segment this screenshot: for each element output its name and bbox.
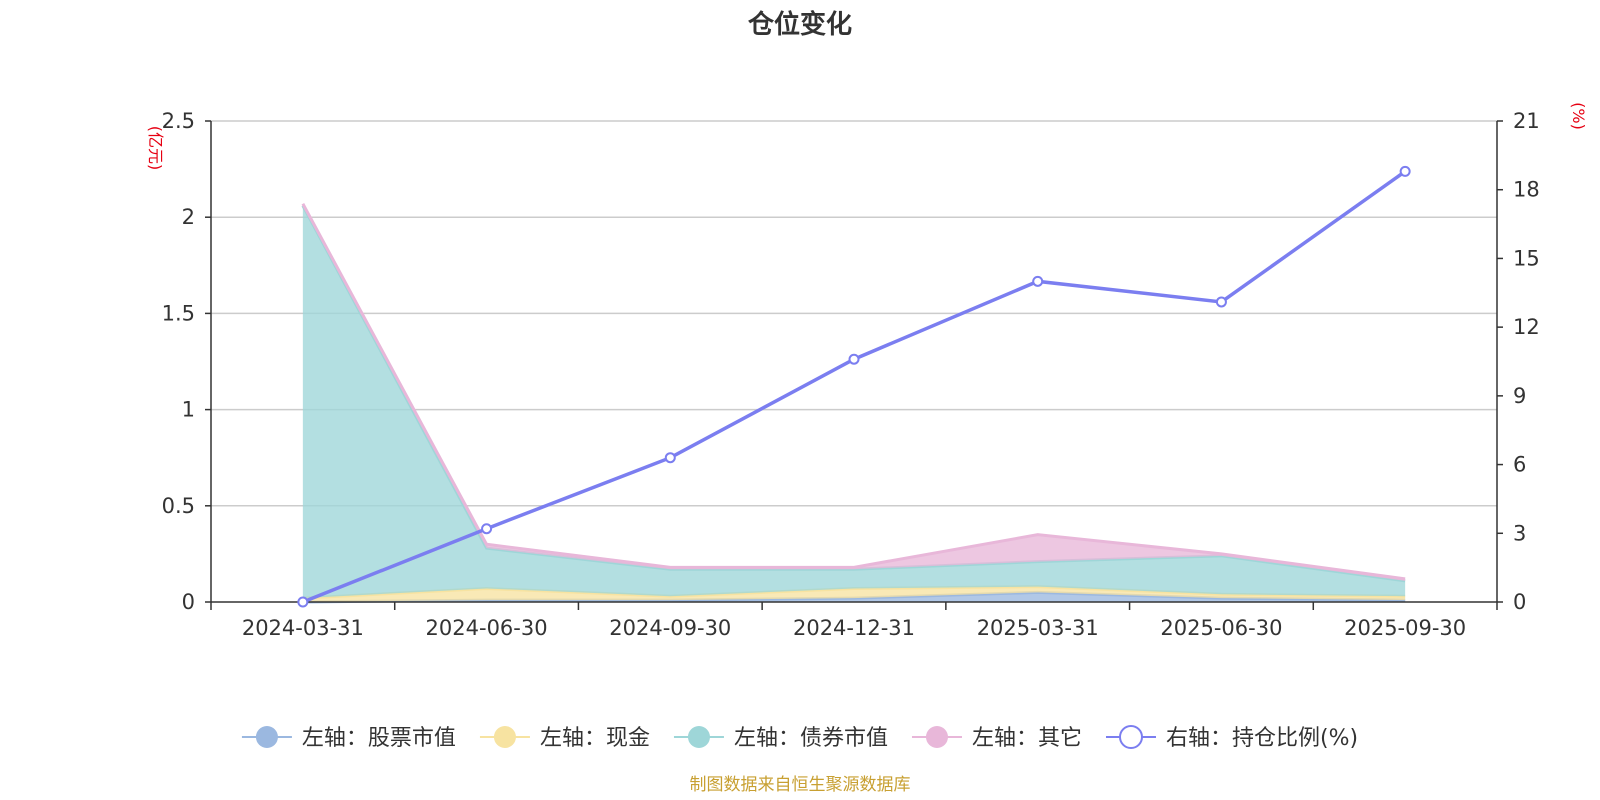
- left-tick-label: 2.5: [162, 109, 195, 133]
- legend-marker: [493, 726, 516, 748]
- chart-title: 仓位变化: [747, 9, 852, 40]
- x-tick-label: 2025-09-30: [1344, 616, 1466, 640]
- right-tick-label: 21: [1513, 109, 1540, 133]
- legend-marker: [925, 726, 948, 748]
- ratio-point: [1399, 165, 1411, 177]
- legend-item: 左轴：现金: [479, 726, 650, 751]
- x-tick-label: 2025-06-30: [1160, 616, 1282, 640]
- holding-ratio-line: [297, 165, 1411, 608]
- gridlines: [211, 120, 1497, 507]
- x-tick-label: 2024-03-31: [242, 616, 364, 640]
- right-tick-label: 0: [1513, 590, 1526, 614]
- left-tick-label: 1.5: [162, 301, 195, 325]
- ratio-point: [297, 596, 309, 608]
- ratio-point: [481, 523, 493, 535]
- left-tick-label: 0.5: [162, 494, 195, 518]
- ratio-point: [1215, 296, 1227, 308]
- ratio-point: [848, 353, 860, 365]
- legend-marker: [255, 726, 278, 748]
- legend-label: 左轴：其它: [972, 726, 1082, 751]
- left-tick-label: 0: [182, 590, 195, 614]
- legend-marker: [1118, 725, 1143, 749]
- stacked-areas: [301, 203, 1406, 604]
- right-tick-label: 12: [1513, 315, 1540, 339]
- legend-label: 左轴：债券市值: [734, 726, 888, 751]
- x-tick-label: 2024-06-30: [426, 616, 548, 640]
- legend-label: 左轴：股票市值: [302, 726, 456, 751]
- left-axis-unit: (亿元): [146, 126, 165, 171]
- x-tick-label: 2024-12-31: [793, 616, 915, 640]
- legend-label: 右轴：持仓比例(%): [1166, 726, 1358, 751]
- legend-item: 左轴：股票市值: [241, 726, 456, 751]
- ratio-line: [302, 169, 1407, 604]
- ratio-point: [1032, 275, 1044, 287]
- ratio-point: [664, 452, 676, 464]
- x-tick-label: 2025-03-31: [977, 616, 1099, 640]
- area-series-0: [302, 592, 1406, 602]
- area-series-2: [302, 205, 1406, 599]
- area-edge-3: [301, 203, 1406, 581]
- left-tick-label: 1: [182, 398, 195, 422]
- x-tick-label: 2024-09-30: [609, 616, 731, 640]
- legend-label: 左轴：现金: [540, 726, 650, 751]
- right-tick-label: 15: [1513, 246, 1540, 270]
- right-tick-label: 18: [1513, 178, 1540, 202]
- legend-marker: [687, 726, 710, 748]
- right-tick-label: 3: [1513, 521, 1526, 545]
- axes: 0 0.5 1 1.5 2 2.5 0 3 6 9 12 15 18 21 2024-03-31 2024-0…: [162, 109, 1540, 640]
- legend-item: 右轴：持仓比例(%): [1105, 725, 1358, 751]
- right-tick-label: 6: [1513, 453, 1526, 477]
- left-tick-label: 2: [182, 205, 195, 229]
- legend-item: 左轴：其它: [911, 726, 1082, 751]
- legend-item: 左轴：债券市值: [673, 726, 888, 751]
- data-source-note: 制图数据来自恒生聚源数据库: [690, 775, 911, 795]
- right-tick-label: 9: [1513, 384, 1526, 408]
- right-axis-unit: (%): [1569, 102, 1588, 130]
- legend: 左轴：股票市值 左轴：现金 左轴：债券市值 左轴：其它 右轴：持仓比例(%): [241, 725, 1358, 751]
